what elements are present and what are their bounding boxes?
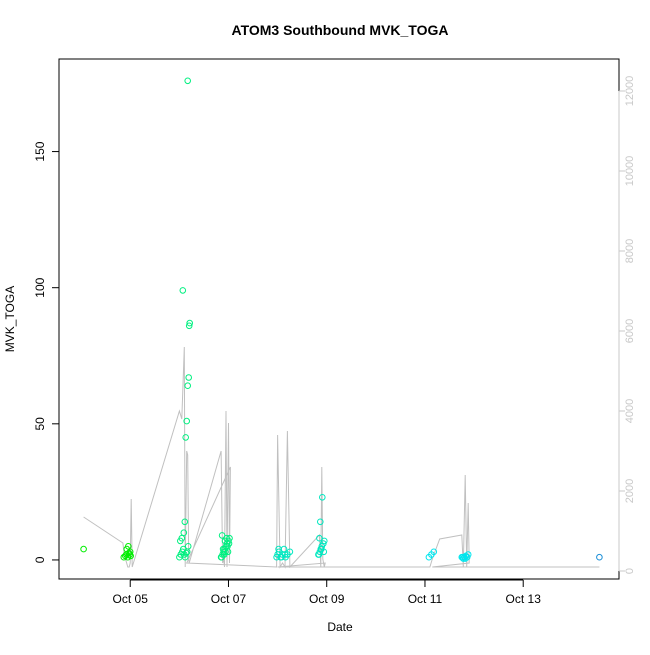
- y2-tick-label: 12000: [624, 76, 636, 107]
- data-point: [186, 319, 193, 327]
- data-point: [321, 537, 328, 545]
- data-point: [180, 529, 188, 537]
- y-tick-label: 150: [33, 141, 47, 161]
- data-point: [430, 548, 438, 556]
- data-point: [223, 534, 230, 542]
- data-point: [219, 545, 227, 553]
- x-axis-label: Date: [327, 620, 353, 634]
- data-point: [185, 374, 192, 381]
- data-point: [184, 77, 191, 85]
- y2-tick-label: 0: [624, 568, 636, 574]
- data-point: [596, 553, 603, 561]
- x-tick-label: Oct 05: [113, 592, 149, 606]
- y2-tick-label: 6000: [624, 319, 636, 343]
- x-tick-label: Oct 11: [408, 592, 443, 606]
- y-tick-label: 100: [33, 277, 47, 297]
- y2-tick-label: 8000: [624, 239, 636, 263]
- data-point: [179, 287, 187, 294]
- data-point: [281, 551, 289, 558]
- data-point: [286, 548, 294, 556]
- y-tick-label: 0: [33, 556, 47, 563]
- y2-tick-label: 10000: [624, 156, 636, 187]
- data-point: [183, 417, 190, 425]
- data-point: [319, 494, 326, 501]
- data-point: [318, 545, 325, 553]
- y-tick-label: 50: [33, 417, 47, 431]
- y-axis-label: MVK_TOGA: [3, 286, 17, 352]
- data-point: [218, 553, 225, 561]
- chart-title: ATOM3 Southbound MVK_TOGA: [232, 22, 449, 38]
- y2-tick-label: 4000: [624, 399, 636, 423]
- data-point: [184, 382, 191, 390]
- data-point: [127, 552, 134, 560]
- data-point: [316, 534, 323, 542]
- data-point: [178, 534, 186, 542]
- data-point: [80, 545, 87, 553]
- x-tick-label: Oct 13: [506, 592, 542, 606]
- data-point: [317, 518, 324, 526]
- data-point: [181, 518, 189, 526]
- line-series: [83, 346, 600, 569]
- data-point: [182, 549, 190, 557]
- points-layer: [80, 77, 603, 562]
- data-point: [126, 551, 133, 558]
- data-point: [184, 543, 192, 550]
- x-tick-label: Oct 09: [309, 592, 345, 606]
- data-point: [185, 322, 193, 330]
- axes-layer: Oct 05 Oct 07 Oct 09 Oct 11 Oct 13 0 50 100 150 0…: [33, 58, 636, 606]
- data-point: [275, 545, 282, 553]
- data-point: [315, 551, 323, 558]
- data-point: [224, 548, 232, 556]
- line-layer: [83, 346, 600, 569]
- y2-tick-label: 2000: [624, 479, 636, 503]
- data-point: [182, 434, 189, 441]
- data-point: [461, 555, 469, 562]
- data-point: [125, 543, 132, 550]
- x-tick-label: Oct 07: [211, 592, 247, 606]
